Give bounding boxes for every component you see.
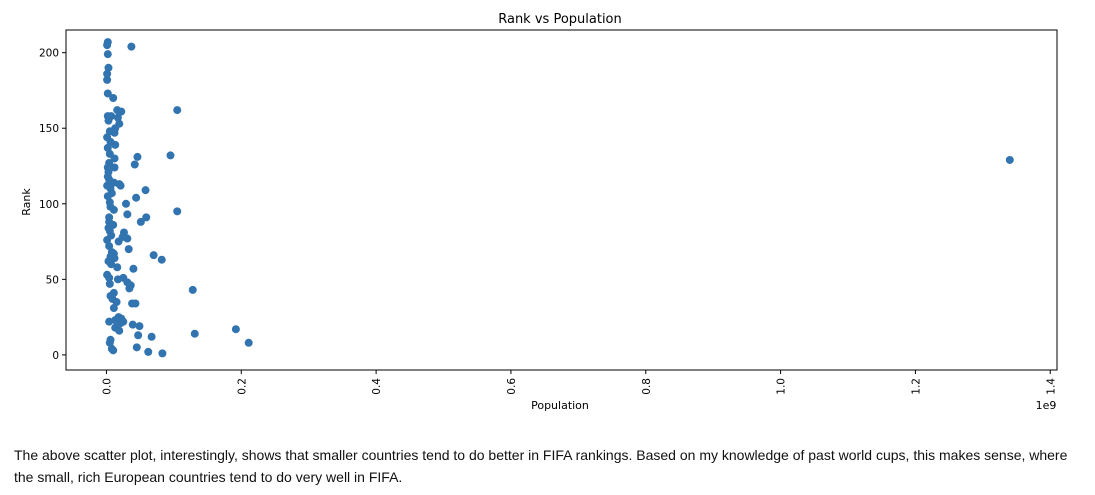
scatter-point — [231, 325, 240, 334]
y-tick-label: 200 — [39, 48, 59, 60]
scatter-point — [135, 322, 144, 331]
x-tick-label: 1.0 — [776, 378, 788, 395]
scatter-point — [130, 160, 139, 169]
scatter-point — [103, 69, 112, 78]
scatter-point — [133, 152, 142, 161]
scatter-point — [131, 299, 140, 308]
scatter-point — [103, 192, 112, 201]
scatter-point — [110, 128, 119, 137]
scatter-point — [105, 242, 114, 251]
scatter-point — [113, 113, 122, 122]
chart-caption: The above scatter plot, interestingly, s… — [14, 447, 1068, 485]
scatter-point — [105, 338, 114, 347]
scatter-point — [104, 63, 113, 72]
x-tick-label: 1.4 — [1045, 378, 1057, 395]
scatter-point — [157, 255, 166, 264]
scatter-point — [125, 284, 134, 293]
scatter-point — [173, 207, 182, 216]
scatter-point — [144, 347, 153, 356]
scatter-point — [110, 154, 119, 163]
scatter-point — [124, 245, 133, 254]
scatter-point — [105, 273, 114, 282]
x-tick-label: 0.4 — [371, 378, 383, 395]
scatter-point — [104, 116, 113, 125]
y-tick-label: 100 — [39, 199, 59, 211]
scatter-point — [141, 186, 150, 195]
scatter-point — [158, 349, 167, 358]
scatter-point — [103, 50, 112, 59]
scatter-point — [117, 107, 126, 116]
y-tick-label: 50 — [46, 274, 59, 286]
scatter-point — [110, 254, 119, 263]
scatter-point — [109, 304, 118, 313]
plot-frame — [65, 29, 1058, 371]
scatter-point — [103, 143, 112, 152]
scatter-point — [103, 41, 112, 50]
scatter-point — [244, 338, 253, 347]
x-axis: 0.0 0.2 0.4 0.6 0.8 1.0 1.2 1.4 — [101, 370, 1057, 395]
scatter-point — [103, 89, 112, 98]
scatter-point — [110, 163, 119, 172]
y-tick-label: 150 — [39, 123, 59, 135]
scatter-point — [127, 42, 136, 51]
scatter-point — [149, 251, 158, 260]
scatter-point — [188, 285, 197, 294]
scatter-point — [132, 343, 141, 352]
x-tick-label: 1.2 — [910, 378, 922, 395]
scatter-point — [111, 140, 120, 149]
x-axis-label: Population — [531, 399, 589, 412]
x-tick-label: 0.2 — [236, 378, 248, 395]
scatter-points — [103, 38, 1014, 358]
x-offset-label: 1e9 — [1036, 399, 1057, 412]
scatter-point — [123, 234, 132, 243]
x-tick-label: 0.6 — [506, 378, 518, 395]
scatter-point — [116, 181, 125, 190]
scatter-point — [128, 320, 137, 329]
scatter-point — [105, 317, 114, 326]
y-axis-label: Rank — [20, 188, 33, 216]
scatter-point — [123, 210, 132, 219]
scatter-point — [116, 319, 125, 328]
scatter-point — [103, 75, 112, 84]
scatter-point — [129, 264, 138, 273]
chart-title: Rank vs Population — [498, 12, 622, 27]
scatter-point — [107, 260, 116, 269]
scatter-point — [115, 326, 124, 335]
y-tick-label: 0 — [52, 350, 59, 362]
y-axis: 0 50 100 150 200 — [39, 48, 66, 362]
scatter-point — [136, 217, 145, 226]
x-tick-label: 0.8 — [641, 378, 653, 395]
scatter-point — [114, 237, 123, 246]
scatter-point — [190, 329, 199, 338]
scatter-point — [121, 199, 130, 208]
scatter-point — [113, 263, 122, 272]
scatter-point — [147, 332, 156, 341]
scatter-point — [109, 346, 118, 355]
scatter-point — [1005, 155, 1014, 164]
scatter-point — [109, 205, 118, 214]
scatter-point — [109, 94, 118, 102]
x-tick-label: 0.0 — [101, 378, 113, 395]
scatter-point — [173, 106, 182, 115]
scatter-point — [166, 151, 175, 160]
scatter-point — [105, 279, 114, 288]
scatter-point — [103, 236, 112, 245]
scatter-point — [112, 298, 121, 306]
scatter-point — [132, 193, 141, 202]
scatter-point — [134, 331, 143, 340]
scatter-point — [142, 213, 151, 222]
scatter-point — [113, 275, 122, 284]
